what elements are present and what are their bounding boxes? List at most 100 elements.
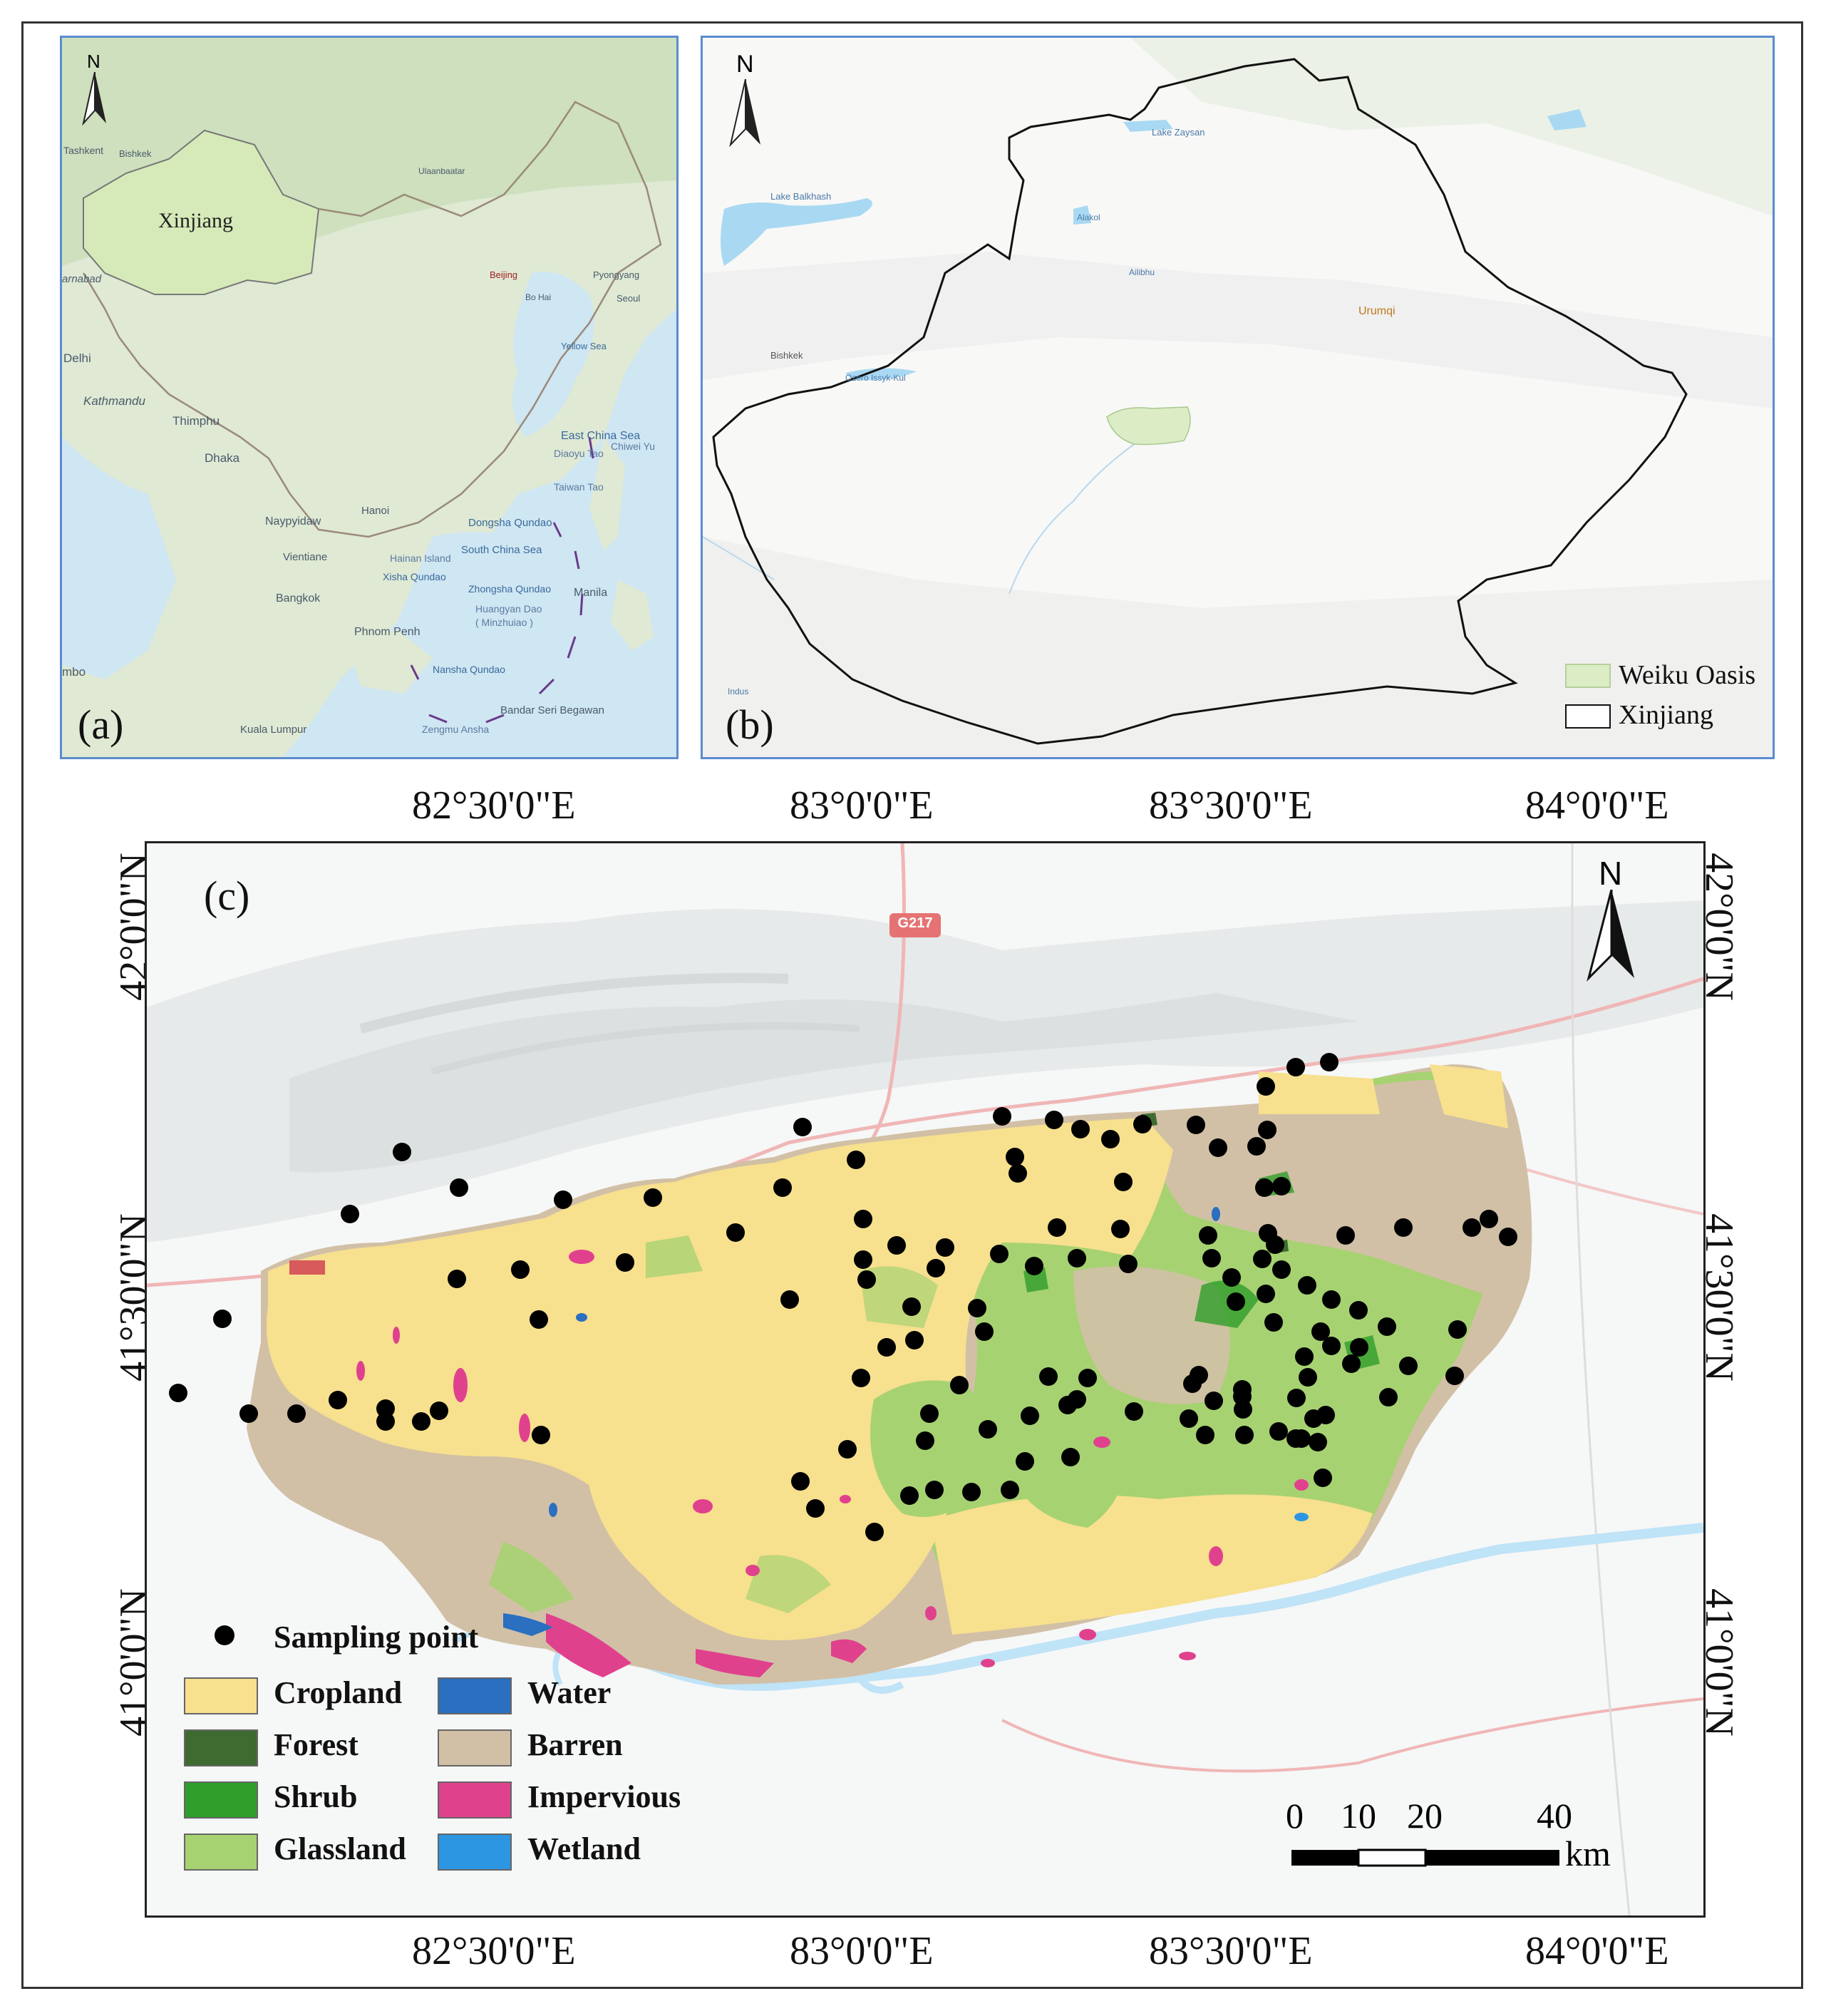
xinjiang-region — [83, 129, 320, 295]
sampling-point — [865, 1523, 884, 1541]
place-label: Hanoi — [361, 505, 390, 517]
place-label: Hainan Island — [390, 552, 451, 564]
sampling-point — [554, 1190, 572, 1209]
sampling-point — [1078, 1369, 1097, 1387]
road-sign-g217 — [889, 913, 941, 937]
sampling-point — [838, 1440, 857, 1459]
place-label: Manila — [574, 587, 608, 599]
place-label: South China Sea — [461, 544, 542, 556]
sampling-point — [857, 1270, 876, 1289]
sampling-point — [902, 1297, 921, 1316]
legend-weiku-label: Weiku Oasis — [1619, 660, 1756, 690]
sampling-point — [1101, 1130, 1120, 1148]
sampling-point — [920, 1404, 939, 1423]
sampling-point — [852, 1369, 870, 1387]
sampling-point — [925, 1481, 944, 1499]
place-label: East China Sea — [561, 430, 641, 442]
sampling-point — [950, 1376, 969, 1394]
sampling-point — [1045, 1111, 1063, 1129]
sampling-point — [1314, 1469, 1332, 1487]
sampling-point — [854, 1210, 872, 1228]
sampling-point — [806, 1499, 825, 1518]
sampling-point — [1257, 1077, 1275, 1096]
sampling-point — [1061, 1448, 1080, 1466]
sampling-point — [847, 1151, 865, 1169]
place-label: Huangyan Dao — [475, 603, 542, 614]
sampling-point — [1342, 1354, 1361, 1373]
sampling-point — [1272, 1260, 1291, 1279]
place-label: Delhi — [63, 351, 91, 365]
xinjiang-swatch — [1565, 704, 1611, 729]
weiku-oasis-region — [1106, 406, 1191, 446]
place-label: Urumqi — [1358, 305, 1396, 317]
panel-b-basemap — [703, 38, 1773, 757]
lon-label-top: 83°30'0"E — [1149, 783, 1313, 828]
scale-tick-label: 10 — [1341, 1796, 1376, 1836]
sampling-point — [927, 1259, 945, 1277]
sampling-point — [1021, 1406, 1039, 1425]
place-label: Indus — [728, 686, 749, 696]
sampling-point — [1025, 1257, 1043, 1275]
place-label: Alakol — [1077, 212, 1100, 222]
place-label: Dongsha Qundao — [468, 517, 552, 529]
sampling-point — [1068, 1249, 1086, 1267]
sampling-point — [1349, 1301, 1368, 1320]
weiku-swatch — [1565, 664, 1611, 688]
place-label: Ozero Issyk-Kul — [845, 373, 906, 383]
cropland-swatch — [184, 1677, 258, 1714]
sampling-point — [1009, 1164, 1027, 1183]
legend-cropland-label: Cropland — [274, 1675, 403, 1710]
sampling-point — [511, 1260, 530, 1279]
place-label: Kathmandu — [83, 394, 145, 408]
sampling-point — [1286, 1058, 1305, 1076]
sampling-point — [975, 1322, 994, 1341]
place-label: Nansha Qundao — [433, 664, 505, 675]
sampling-point — [726, 1223, 745, 1242]
sampling-point — [1257, 1285, 1275, 1303]
panel-b-label: (b) — [726, 701, 774, 748]
sampling-point — [1253, 1250, 1272, 1268]
sampling-points-layer — [169, 1053, 1517, 1541]
shrub-swatch — [184, 1781, 258, 1819]
north-arrow-b: N — [728, 51, 763, 150]
sampling-point — [1180, 1409, 1198, 1428]
sampling-point — [1039, 1367, 1058, 1386]
legend-forest-label: Forest — [274, 1727, 359, 1762]
sampling-point — [1499, 1228, 1517, 1246]
glassland-swatch — [184, 1834, 258, 1871]
sampling-point — [1258, 1121, 1276, 1139]
sampling-point — [530, 1310, 548, 1329]
sampling-point-symbol — [215, 1625, 234, 1645]
north-arrow-icon — [82, 72, 106, 126]
north-arrow-icon — [1587, 890, 1634, 982]
place-label: Pyongyang — [593, 269, 640, 280]
sampling-point — [1350, 1338, 1368, 1357]
sampling-point — [376, 1399, 395, 1418]
place-label: Ulaanbaatar — [418, 166, 465, 176]
sampling-point — [532, 1426, 550, 1444]
place-label: Kuala Lumpur — [240, 724, 307, 736]
sampling-point — [1480, 1210, 1498, 1228]
sampling-point — [905, 1331, 924, 1349]
place-label: mbo — [62, 665, 86, 679]
place-label: Diaoyu Tao — [554, 448, 604, 459]
xinjiang-label: Xinjiang — [158, 209, 233, 232]
xinjiang-border — [712, 58, 1688, 745]
sampling-point — [793, 1118, 812, 1136]
panel-b-map: N Lake Zaysan Lake Balkhash Alakol Ailib… — [701, 36, 1775, 759]
sampling-point — [1399, 1357, 1418, 1375]
scale-tick-label: 20 — [1407, 1796, 1443, 1836]
wetland-swatch — [438, 1834, 512, 1871]
lon-label-bottom: 84°0'0"E — [1525, 1929, 1669, 1973]
sampling-point — [1133, 1115, 1152, 1133]
sampling-point — [213, 1310, 232, 1328]
sampling-point — [1322, 1290, 1341, 1309]
lon-label-top: 84°0'0"E — [1525, 783, 1669, 828]
sampling-point — [1448, 1320, 1467, 1339]
place-label: Naypyidaw — [265, 515, 321, 528]
place-label: Beijing — [490, 269, 518, 280]
legend-impervious-label: Impervious — [527, 1779, 681, 1814]
place-label: Bangkok — [276, 592, 321, 605]
sampling-point — [1292, 1429, 1311, 1448]
north-arrow-icon — [729, 79, 760, 148]
